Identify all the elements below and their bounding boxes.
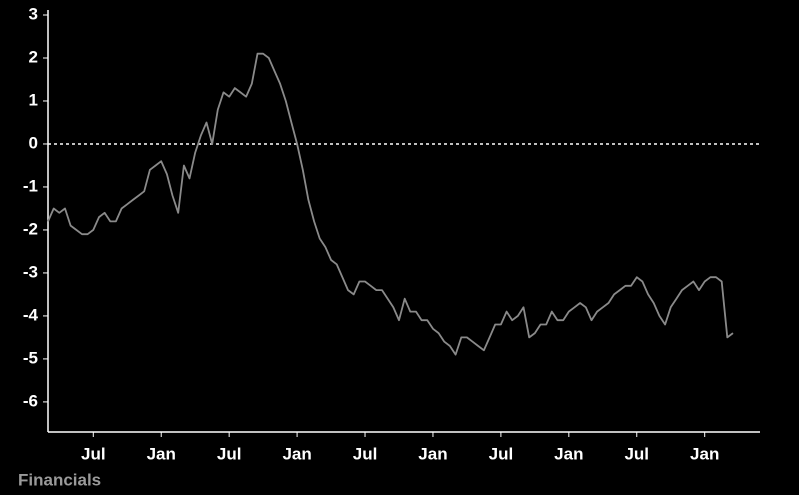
y-tick-label: -5	[23, 348, 38, 367]
x-tick-label: Jul	[81, 444, 106, 463]
x-tick-label: Jan	[554, 444, 583, 463]
y-tick-label: -1	[23, 176, 38, 195]
y-tick-label: -2	[23, 219, 38, 238]
y-tick-label: -3	[23, 262, 38, 281]
x-tick-label: Jan	[418, 444, 447, 463]
chart-title: Financials	[18, 470, 101, 489]
y-tick-label: 0	[29, 133, 38, 152]
y-tick-label: 2	[29, 47, 38, 66]
y-tick-label: -6	[23, 391, 38, 410]
y-tick-label: 3	[29, 4, 38, 23]
x-tick-label: Jul	[624, 444, 649, 463]
x-tick-label: Jan	[282, 444, 311, 463]
x-tick-label: Jul	[353, 444, 378, 463]
x-tick-label: Jan	[147, 444, 176, 463]
x-tick-label: Jul	[217, 444, 242, 463]
x-tick-label: Jan	[690, 444, 719, 463]
x-tick-label: Jul	[489, 444, 514, 463]
y-tick-label: -4	[23, 305, 39, 324]
y-tick-label: 1	[29, 90, 38, 109]
data-line	[47, 52, 734, 356]
